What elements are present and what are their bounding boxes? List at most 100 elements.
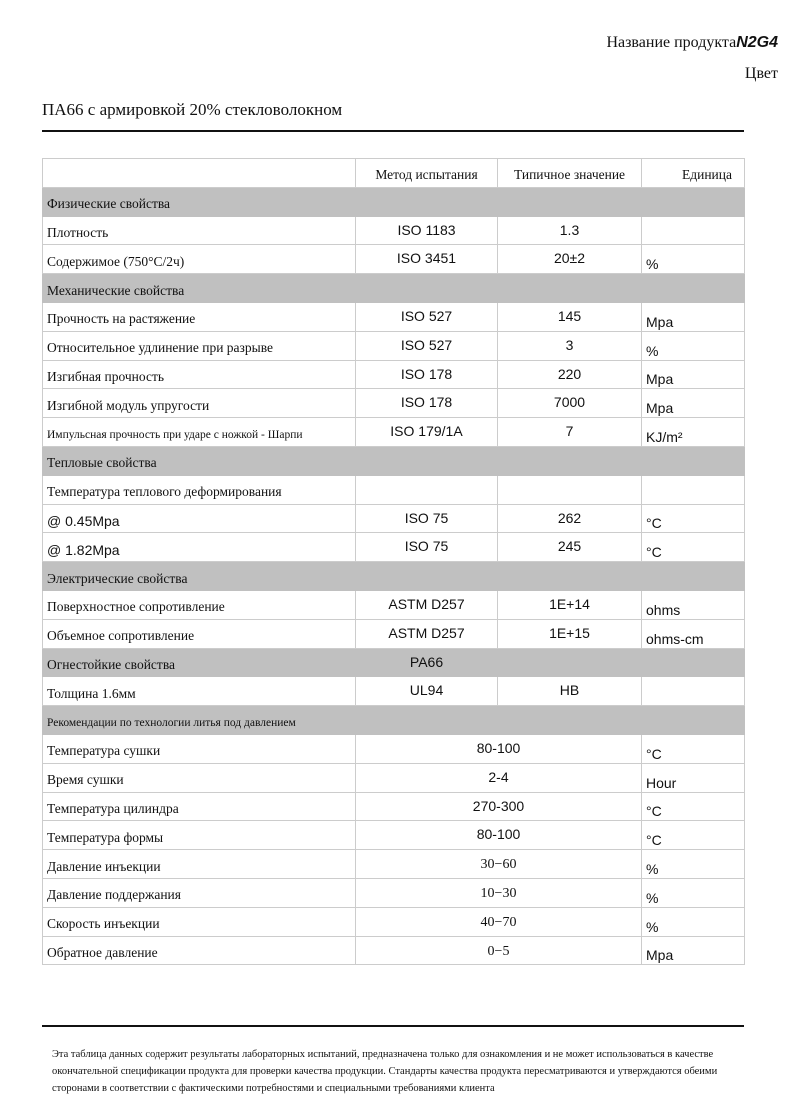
section-cell	[641, 705, 745, 735]
property-name: Время сушки	[42, 762, 356, 793]
product-subtitle: ПА66 с армировкой 20% стекловолокном	[42, 100, 343, 119]
test-method: ISO 1183	[355, 215, 498, 246]
table-row: @ 0.45Mpa ISO 75 262 °C	[42, 503, 745, 534]
property-unit: Mpa	[641, 935, 745, 966]
table-row: Объемное сопротивление ASTM D257 1E+15 ohms…	[42, 618, 745, 649]
property-unit: °C	[641, 733, 745, 764]
section-title: Физические свойства	[42, 186, 356, 217]
disclaimer: Эта таблица данных содержит результаты л…	[52, 1049, 718, 1094]
property-value: 7000	[497, 388, 642, 419]
property-name: Давление инъекции	[42, 849, 356, 879]
property-value: 30−60	[355, 849, 642, 879]
column-header-unit: Единица	[641, 158, 745, 188]
property-unit: °C	[641, 532, 745, 563]
property-unit: Mpa	[641, 359, 745, 390]
property-value: 0−5	[355, 935, 642, 966]
product-name-value: N2G4	[736, 34, 778, 51]
property-value: 1.3	[497, 215, 642, 246]
property-name: Объемное сопротивление	[42, 618, 356, 649]
property-value: 3	[497, 330, 642, 361]
property-name: Изгибная прочность	[42, 359, 356, 390]
property-value: 7	[497, 417, 642, 447]
color-label: Цвет	[744, 65, 778, 82]
property-value: 145	[497, 301, 642, 332]
property-value: 1E+15	[497, 618, 642, 649]
table-header-row: Метод испытания Типичное значение Единиц…	[42, 158, 745, 188]
section-cell	[497, 705, 642, 735]
property-value: 245	[497, 532, 642, 563]
property-value: 20±2	[497, 244, 642, 275]
test-method: ISO 3451	[355, 244, 498, 275]
test-method: ISO 527	[355, 330, 498, 361]
property-value: 80-100	[355, 733, 642, 764]
test-method: ISO 178	[355, 359, 498, 390]
property-unit: %	[641, 244, 745, 275]
section-cell	[641, 273, 745, 303]
test-method: ISO 75	[355, 503, 498, 534]
section-title: Огнестойкие свойства	[42, 647, 356, 678]
property-value: 80-100	[355, 820, 642, 851]
property-name: @ 0.45Mpa	[42, 503, 356, 534]
table-row: Обратное давление 0−5 Mpa	[42, 935, 745, 966]
property-unit	[641, 474, 745, 505]
section-method: PA66	[355, 647, 498, 678]
divider	[42, 130, 744, 132]
property-value: 1E+14	[497, 589, 642, 620]
section-cell	[641, 561, 745, 591]
test-method: ISO 178	[355, 388, 498, 419]
product-name-label: Название продукта	[606, 34, 737, 51]
property-value: 40−70	[355, 906, 642, 937]
test-method	[355, 474, 498, 505]
test-method: ASTM D257	[355, 589, 498, 620]
property-name: Скорость инъекции	[42, 906, 356, 937]
section-cell	[641, 186, 745, 217]
column-header-method: Метод испытания	[355, 158, 498, 188]
test-method: ISO 179/1A	[355, 417, 498, 447]
property-name: Температура теплового деформирования	[42, 474, 356, 505]
property-unit	[641, 676, 745, 707]
property-name: Содержимое (750°C/2ч)	[42, 244, 356, 275]
table-row: Изгибной модуль упругости ISO 178 7000 Mpa	[42, 388, 745, 419]
test-method: ASTM D257	[355, 618, 498, 649]
property-name: Толщина 1.6мм	[42, 676, 356, 707]
property-unit	[641, 215, 745, 246]
property-name: Давление поддержания	[42, 877, 356, 908]
section-cell	[497, 445, 642, 476]
table-row: Относительное удлинение при разрыве ISO 5…	[42, 330, 745, 361]
section-header-row: Физические свойства	[42, 186, 745, 217]
property-unit: %	[641, 877, 745, 908]
section-cell	[641, 647, 745, 678]
property-value: HB	[497, 676, 642, 707]
table-row: Прочность на растяжение ISO 527 145 Mpa	[42, 301, 745, 332]
property-name: Температура цилиндра	[42, 791, 356, 822]
table-row: Импульсная прочность при ударе с ножкой …	[42, 417, 745, 447]
section-cell	[497, 273, 642, 303]
property-unit: °C	[641, 791, 745, 822]
divider	[42, 1025, 744, 1027]
section-cell	[497, 561, 642, 591]
section-header-row: Тепловые свойства	[42, 445, 745, 476]
property-value	[497, 474, 642, 505]
property-unit: Mpa	[641, 301, 745, 332]
property-value: 10−30	[355, 877, 642, 908]
property-unit: KJ/m²	[641, 417, 745, 447]
table-row: Содержимое (750°C/2ч) ISO 3451 20±2%	[42, 244, 745, 275]
section-title: Электрические свойства	[42, 561, 356, 591]
section-header-row: Рекомендации по технологии литья под дав…	[42, 705, 745, 735]
table-row: Изгибная прочность ISO 178 220 Mpa	[42, 359, 745, 390]
product-name: Название продуктаN2G4	[606, 34, 778, 52]
section-header-row: Электрические свойства	[42, 561, 745, 591]
property-unit: °C	[641, 820, 745, 851]
table-row: Температура цилиндра 270-300 °C	[42, 791, 745, 822]
test-method: UL94	[355, 676, 498, 707]
table-row: Толщина 1.6мм UL94 HB	[42, 676, 745, 707]
test-method: ISO 75	[355, 532, 498, 563]
table-row: Скорость инъекции 40−70%	[42, 906, 745, 937]
column-header-value: Типичное значение	[497, 158, 642, 188]
section-method	[355, 273, 498, 303]
property-unit: Hour	[641, 762, 745, 793]
property-unit: ohms-cm	[641, 618, 745, 649]
table-row: Давление инъекции 30−60%	[42, 849, 745, 879]
property-name: Температура сушки	[42, 733, 356, 764]
